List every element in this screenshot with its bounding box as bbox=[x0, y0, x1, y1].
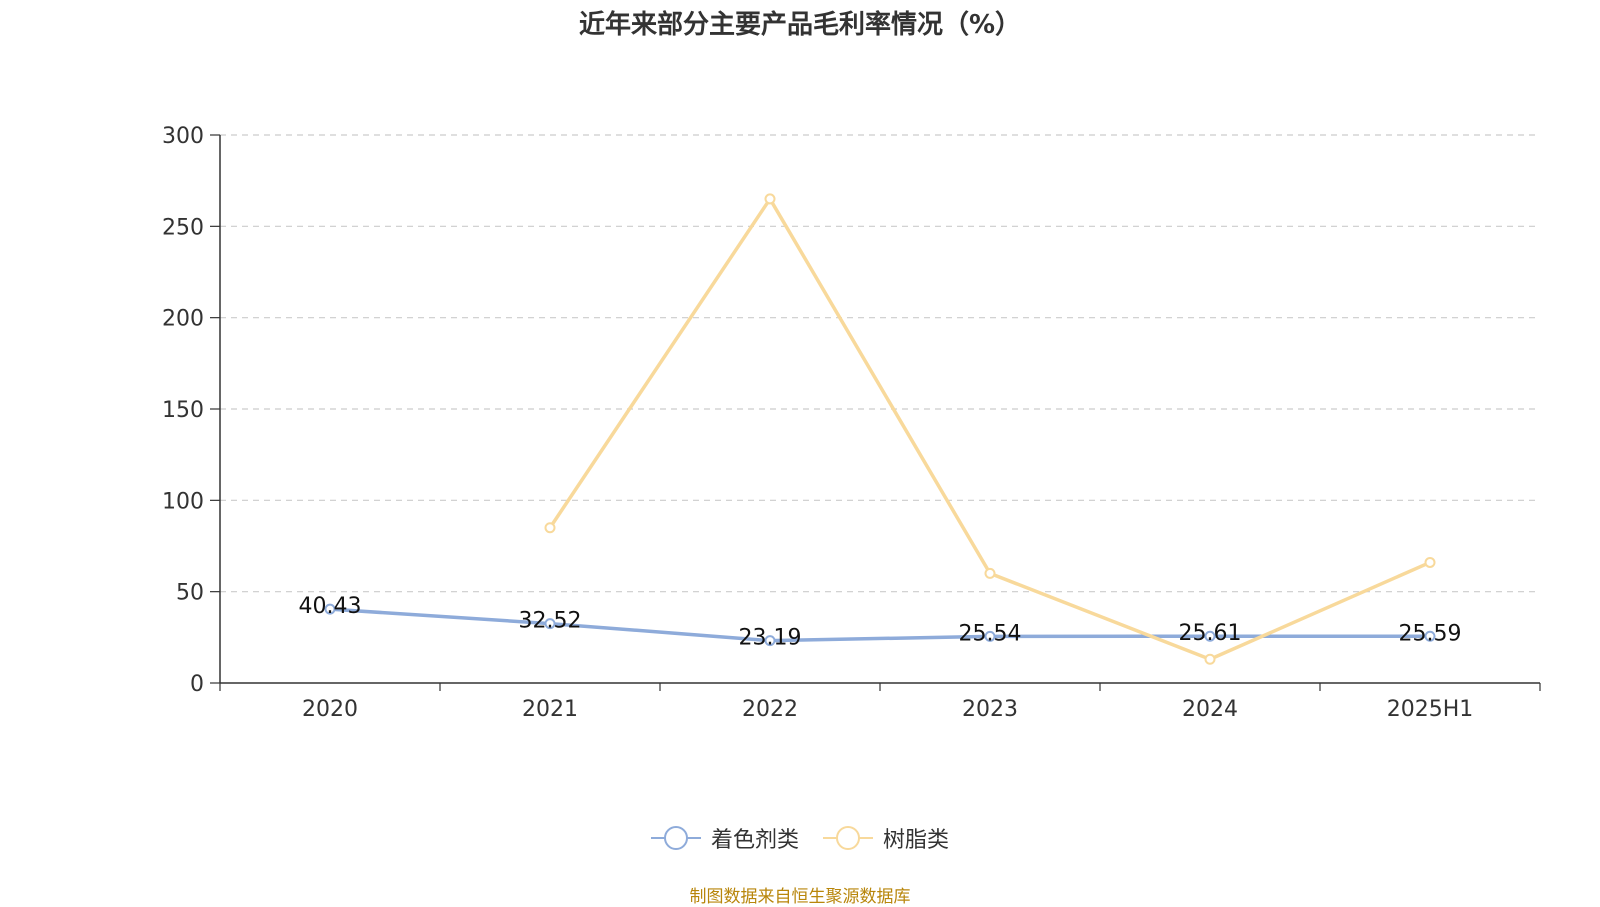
y-tick-label: 100 bbox=[162, 489, 204, 514]
legend-item-series-2[interactable]: 树脂类 bbox=[823, 822, 949, 854]
data-point-series-1 bbox=[324, 603, 336, 615]
legend-label-series-2: 树脂类 bbox=[883, 828, 950, 853]
y-tick-label: 250 bbox=[162, 215, 204, 240]
data-label-series-1: 40.43 bbox=[299, 594, 362, 619]
data-label-series-1: 25.61 bbox=[1179, 621, 1242, 646]
legend-item-series-1[interactable]: 着色剂类 bbox=[650, 822, 799, 854]
data-source-note: 制图数据来自恒生聚源数据库 bbox=[689, 887, 911, 907]
line-chart: 0 50 100 150 200 250 300 2020 2021 2022 2023 2024 20… bbox=[162, 124, 1541, 722]
y-tick-label: 200 bbox=[162, 307, 204, 332]
data-point-series-2 bbox=[1424, 556, 1436, 568]
series-line-1 bbox=[329, 607, 1431, 643]
y-tick-label: 150 bbox=[162, 398, 204, 423]
x-tick-label: 2020 bbox=[302, 697, 358, 722]
data-point-series-2 bbox=[984, 567, 996, 579]
x-tick-label: 2021 bbox=[522, 697, 578, 722]
data-point-series-1 bbox=[1424, 630, 1436, 642]
data-label-series-1: 25.59 bbox=[1399, 621, 1462, 646]
legend-circle-series-2 bbox=[836, 826, 860, 850]
data-label-series-1: 23.19 bbox=[739, 626, 802, 651]
legend-marker-series-2 bbox=[823, 825, 873, 851]
legend-marker-series-1 bbox=[650, 825, 701, 851]
x-tick-label: 2025H1 bbox=[1387, 697, 1474, 722]
data-point-series-2 bbox=[1204, 653, 1216, 665]
y-tick-label: 50 bbox=[176, 581, 204, 606]
x-tick-label: 2022 bbox=[742, 697, 798, 722]
data-point-series-1 bbox=[764, 635, 776, 647]
data-point-series-1 bbox=[544, 618, 556, 630]
data-label-series-1: 32.52 bbox=[519, 609, 582, 634]
series-line-2 bbox=[548, 197, 1431, 662]
chart-title: 近年来部分主要产品毛利率情况（%） bbox=[578, 10, 1022, 40]
data-point-series-2 bbox=[764, 193, 776, 205]
y-tick-label: 0 bbox=[190, 672, 204, 697]
chart-legend: 着色剂类 树脂类 bbox=[0, 822, 1600, 854]
legend-circle-series-1 bbox=[663, 826, 688, 850]
data-point-series-1 bbox=[984, 630, 996, 642]
x-tick-label: 2024 bbox=[1182, 697, 1238, 722]
data-point-series-1 bbox=[1204, 630, 1216, 642]
y-tick-label: 300 bbox=[162, 124, 204, 149]
x-tick-label: 2023 bbox=[962, 697, 1018, 722]
legend-label-series-1: 着色剂类 bbox=[710, 828, 799, 853]
data-label-series-1: 25.54 bbox=[959, 621, 1022, 646]
data-point-series-2 bbox=[544, 522, 556, 534]
